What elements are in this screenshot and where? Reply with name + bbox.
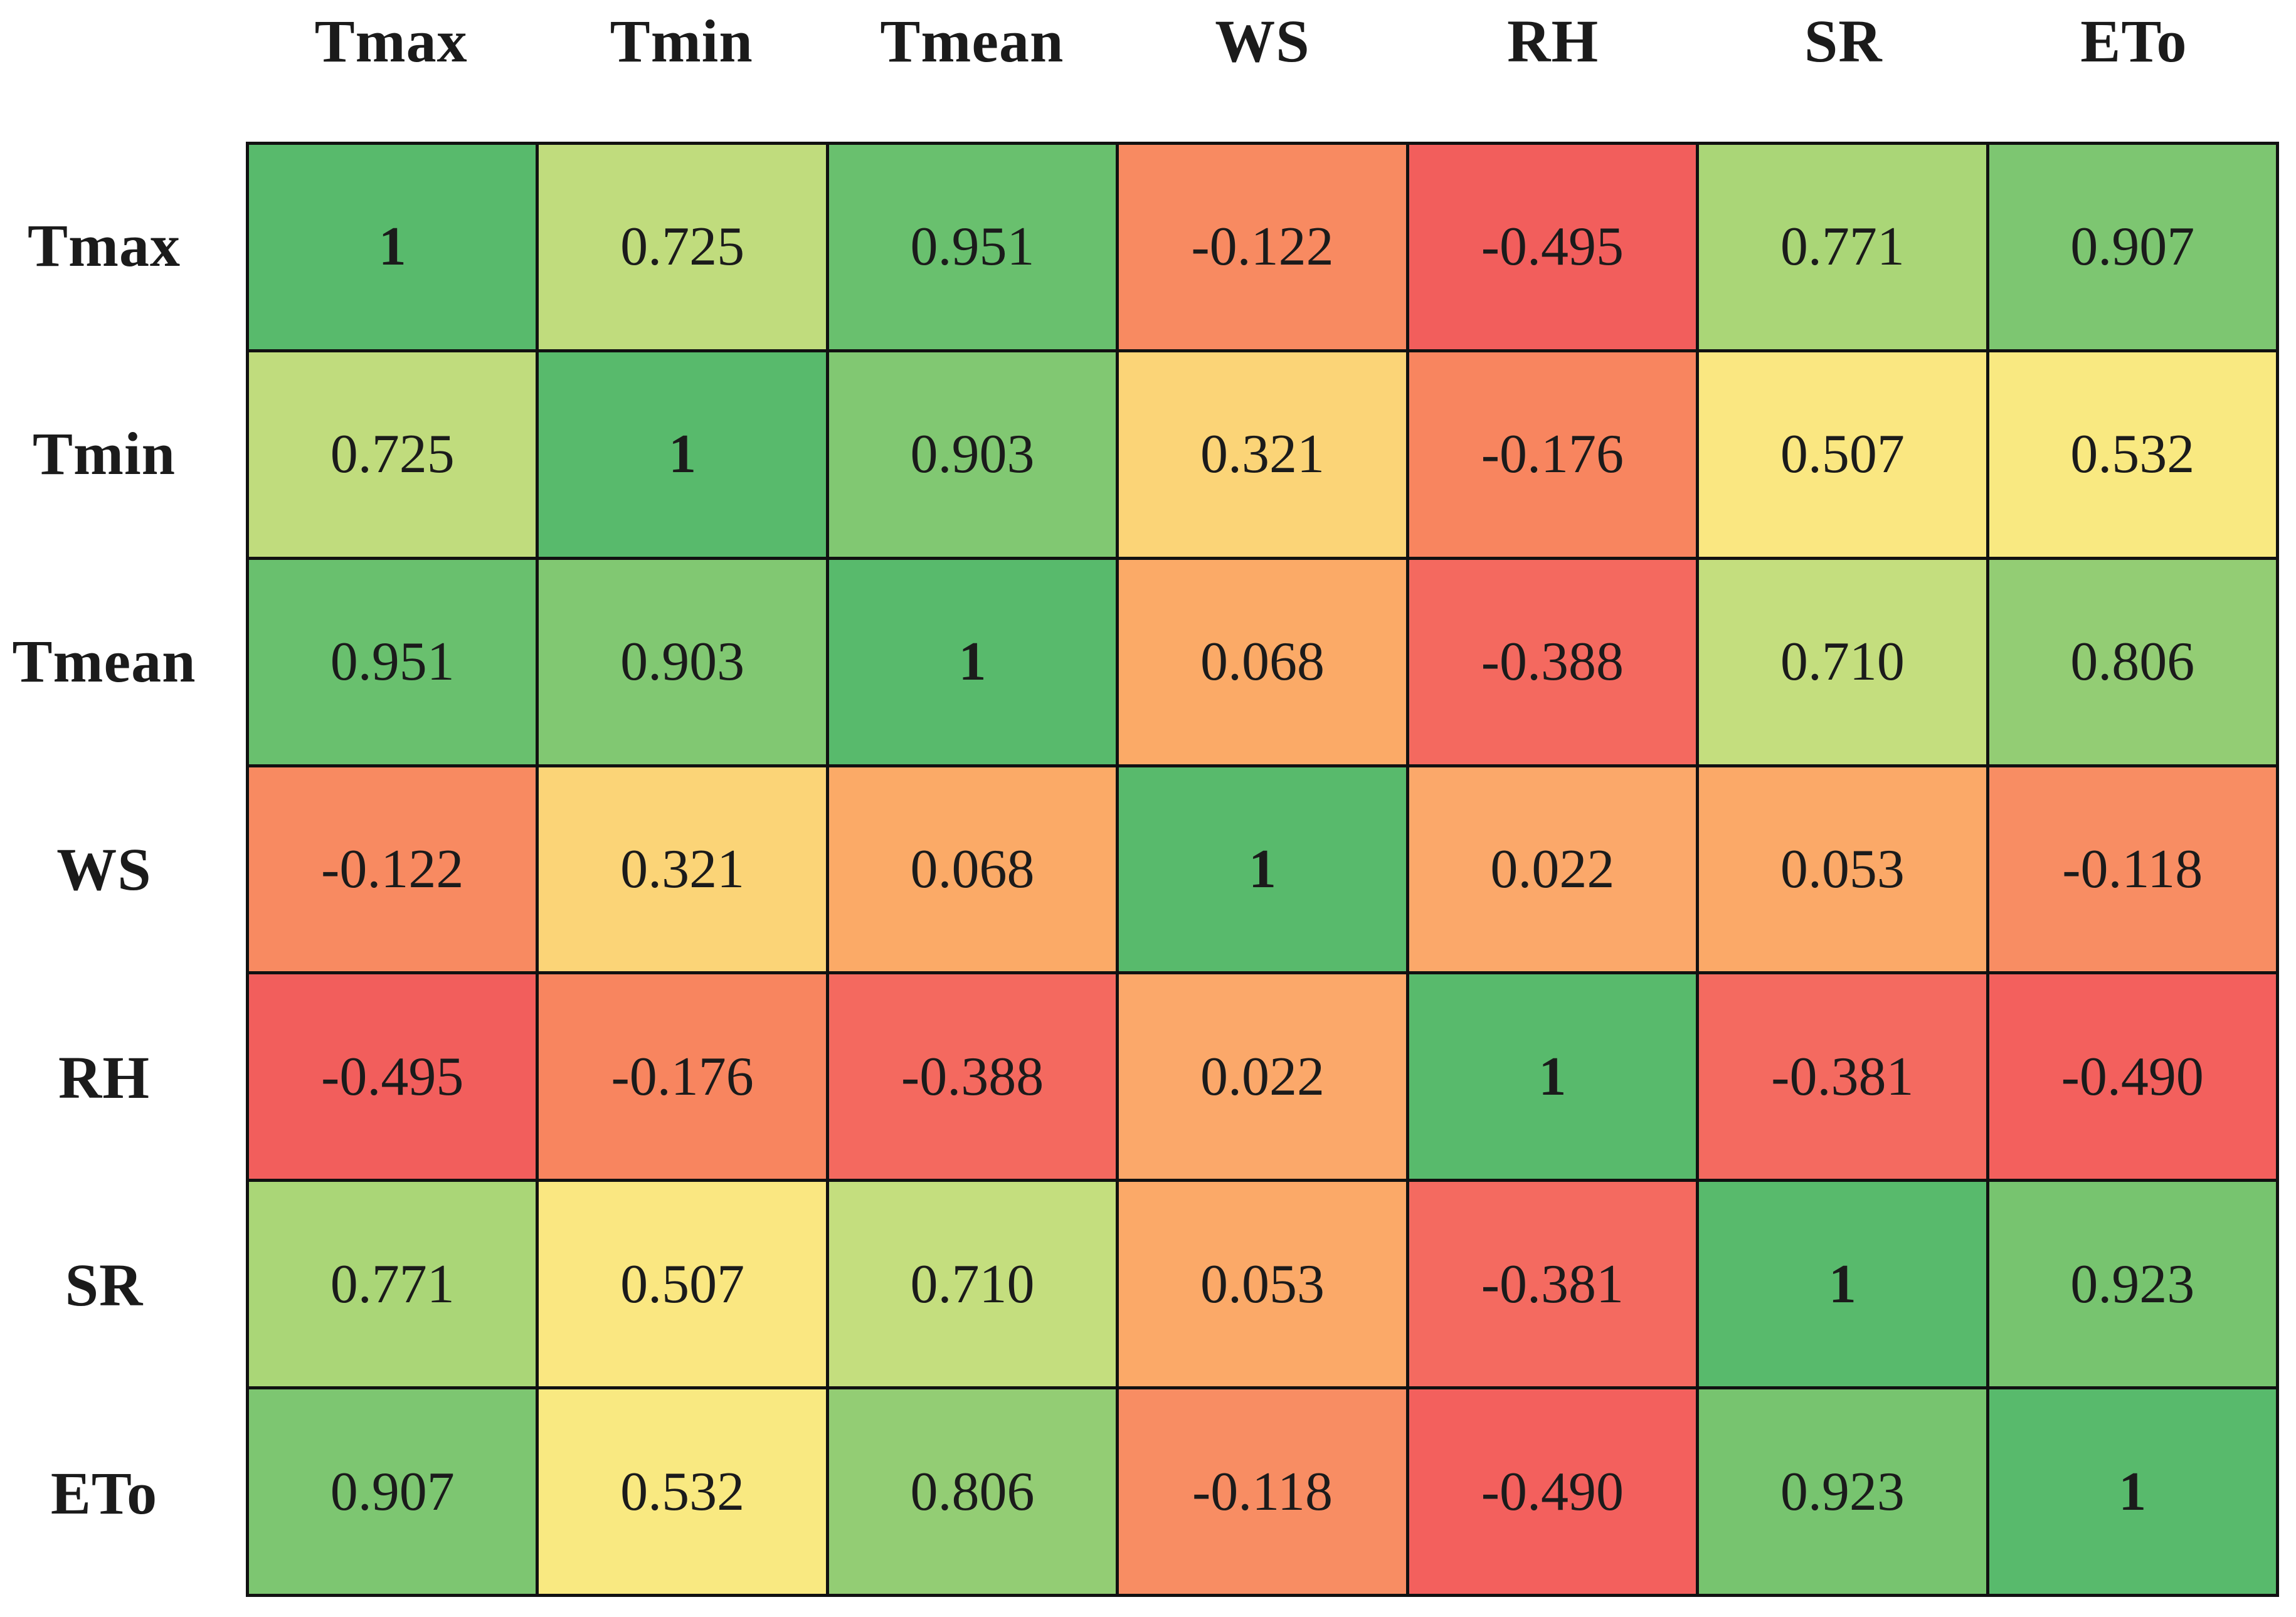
matrix-cell-tmean-ws: 0.068 xyxy=(1116,556,1409,767)
column-header-ws: WS xyxy=(1215,8,1310,75)
matrix-cell-sr-ws: 0.053 xyxy=(1116,1179,1409,1390)
column-header-sr: SR xyxy=(1804,8,1883,75)
matrix-cell-rh-ws: 0.022 xyxy=(1116,971,1409,1182)
matrix-cell-tmin-rh: -0.176 xyxy=(1405,349,1700,560)
row-header-tmax: Tmax xyxy=(28,212,181,280)
matrix-cell-tmax-eto: 0.907 xyxy=(1986,142,2280,352)
matrix-cell-tmean-rh: -0.388 xyxy=(1405,556,1700,767)
column-header-tmean: Tmean xyxy=(880,8,1064,75)
column-header-tmin: Tmin xyxy=(610,8,753,75)
matrix-cell-tmin-tmax: 0.725 xyxy=(245,349,539,560)
matrix-cell-sr-eto: 0.923 xyxy=(1986,1179,2280,1390)
column-header-tmax: Tmax xyxy=(314,8,468,75)
matrix-row-rh: -0.495 -0.176 -0.388 0.022 1 -0.381 -0.490 xyxy=(245,971,2280,1182)
matrix-cell-ws-tmin: 0.321 xyxy=(536,764,829,975)
matrix-cell-rh-sr: -0.381 xyxy=(1696,971,1989,1182)
matrix-cell-ws-rh: 0.022 xyxy=(1405,764,1700,975)
row-header-sr: SR xyxy=(65,1251,144,1319)
matrix-row-sr: 0.771 0.507 0.710 0.053 -0.381 1 0.923 xyxy=(245,1179,2280,1390)
matrix-cell-tmin-ws: 0.321 xyxy=(1116,349,1409,560)
matrix-cell-tmean-tmean: 1 xyxy=(825,556,1119,767)
column-header-eto: ETo xyxy=(2080,8,2188,75)
matrix-cell-ws-ws: 1 xyxy=(1116,764,1409,975)
matrix-cell-ws-eto: -0.118 xyxy=(1986,764,2280,975)
matrix-row-eto: 0.907 0.532 0.806 -0.118 -0.490 0.923 1 xyxy=(245,1386,2280,1597)
matrix-cell-tmax-sr: 0.771 xyxy=(1696,142,1989,352)
matrix-cell-ws-tmax: -0.122 xyxy=(245,764,539,975)
matrix-cell-tmean-sr: 0.710 xyxy=(1696,556,1989,767)
column-header-rh: RH xyxy=(1507,8,1599,75)
matrix-row-ws: -0.122 0.321 0.068 1 0.022 0.053 -0.118 xyxy=(245,764,2280,975)
matrix-body: 1 0.725 0.951 -0.122 -0.495 0.771 0.907 0.725 1 0… xyxy=(245,142,2280,1597)
matrix-cell-tmax-rh: -0.495 xyxy=(1405,142,1700,352)
row-header-eto: ETo xyxy=(50,1459,158,1527)
matrix-cell-tmin-tmean: 0.903 xyxy=(825,349,1119,560)
column-headers: Tmax Tmin Tmean WS RH SR ETo xyxy=(246,0,2279,142)
matrix-cell-sr-tmin: 0.507 xyxy=(536,1179,829,1390)
matrix-row-tmin: 0.725 1 0.903 0.321 -0.176 0.507 0.532 xyxy=(245,349,2280,560)
row-header-tmean: Tmean xyxy=(12,628,196,695)
correlation-matrix: 1 0.725 0.951 -0.122 -0.495 0.771 0.907 0.725 1 0… xyxy=(245,142,2280,1597)
matrix-cell-tmin-tmin: 1 xyxy=(536,349,829,560)
matrix-cell-tmax-tmean: 0.951 xyxy=(825,142,1119,352)
matrix-cell-tmax-ws: -0.122 xyxy=(1116,142,1409,352)
matrix-cell-eto-tmin: 0.532 xyxy=(536,1386,829,1597)
matrix-cell-tmean-tmin: 0.903 xyxy=(536,556,829,767)
matrix-cell-ws-tmean: 0.068 xyxy=(825,764,1119,975)
matrix-cell-tmean-eto: 0.806 xyxy=(1986,556,2280,767)
matrix-row-tmax: 1 0.725 0.951 -0.122 -0.495 0.771 0.907 xyxy=(245,142,2280,352)
matrix-cell-sr-rh: -0.381 xyxy=(1405,1179,1700,1390)
matrix-cell-eto-sr: 0.923 xyxy=(1696,1386,1989,1597)
matrix-cell-rh-eto: -0.490 xyxy=(1986,971,2280,1182)
matrix-cell-eto-tmean: 0.806 xyxy=(825,1386,1119,1597)
matrix-cell-rh-tmax: -0.495 xyxy=(245,971,539,1182)
matrix-cell-eto-tmax: 0.907 xyxy=(245,1386,539,1597)
matrix-cell-eto-eto: 1 xyxy=(1986,1386,2280,1597)
row-header-tmin: Tmin xyxy=(32,419,176,487)
row-header-ws: WS xyxy=(56,836,152,903)
matrix-cell-sr-sr: 1 xyxy=(1696,1179,1989,1390)
matrix-cell-ws-sr: 0.053 xyxy=(1696,764,1989,975)
matrix-cell-tmax-tmin: 0.725 xyxy=(536,142,829,352)
row-header-rh: RH xyxy=(58,1043,150,1111)
matrix-cell-tmean-tmax: 0.951 xyxy=(245,556,539,767)
matrix-cell-tmin-eto: 0.532 xyxy=(1986,349,2280,560)
matrix-cell-eto-ws: -0.118 xyxy=(1116,1386,1409,1597)
matrix-cell-tmin-sr: 0.507 xyxy=(1696,349,1989,560)
matrix-row-tmean: 0.951 0.903 1 0.068 -0.388 0.710 0.806 xyxy=(245,556,2280,767)
matrix-cell-sr-tmean: 0.710 xyxy=(825,1179,1119,1390)
matrix-cell-tmax-tmax: 1 xyxy=(245,142,539,352)
matrix-cell-rh-tmin: -0.176 xyxy=(536,971,829,1182)
matrix-cell-eto-rh: -0.490 xyxy=(1405,1386,1700,1597)
matrix-cell-sr-tmax: 0.771 xyxy=(245,1179,539,1390)
matrix-table: 1 0.725 0.951 -0.122 -0.495 0.771 0.907 0.725 1 0… xyxy=(245,142,2280,1597)
matrix-cell-rh-rh: 1 xyxy=(1405,971,1700,1182)
matrix-cell-rh-tmean: -0.388 xyxy=(825,971,1119,1182)
row-headers: Tmax Tmin Tmean WS RH SR ETo xyxy=(0,142,246,1597)
